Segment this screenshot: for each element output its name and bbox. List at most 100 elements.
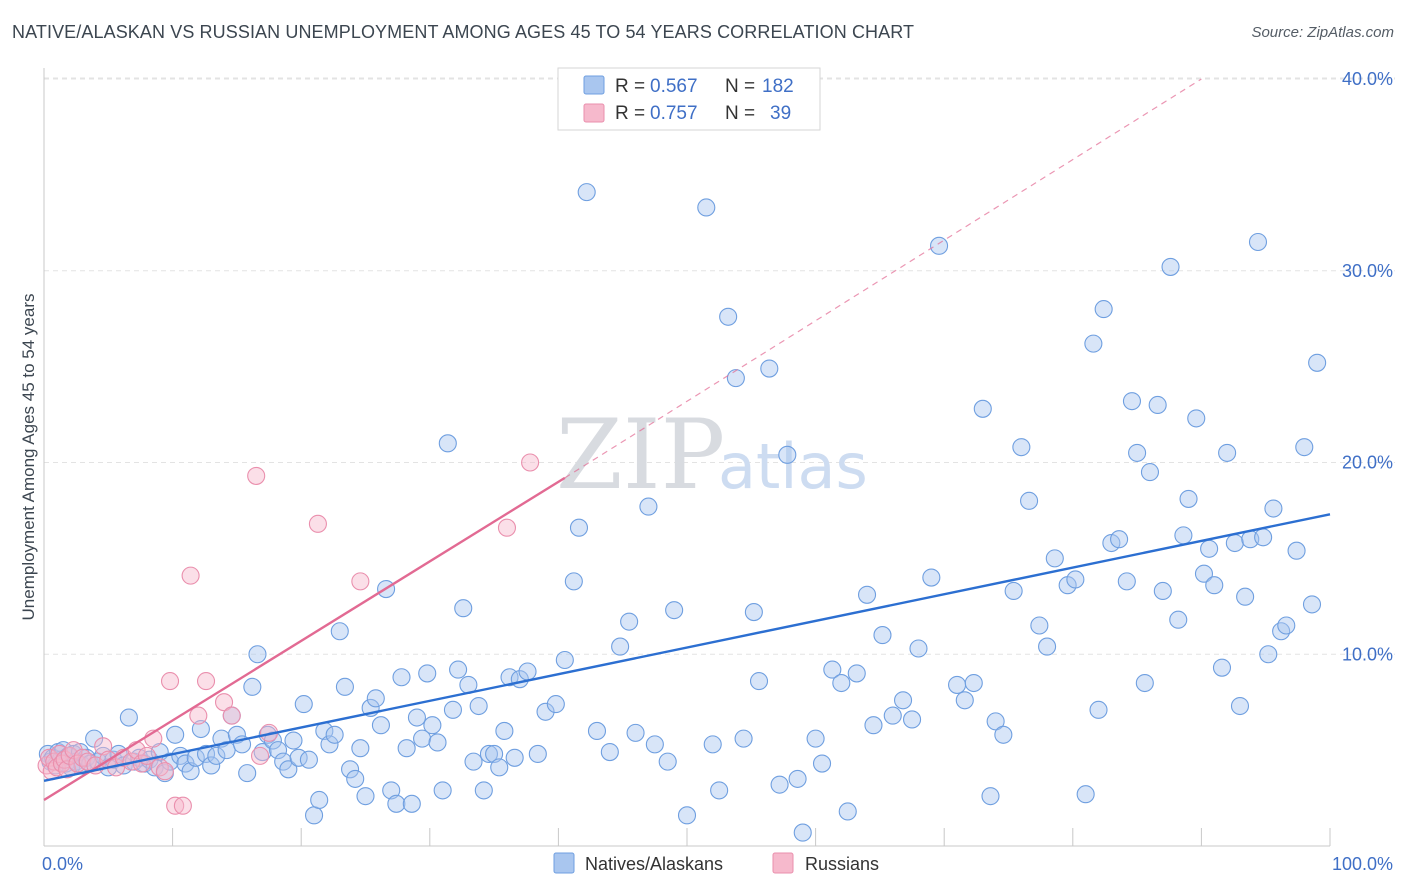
natives-point (382, 781, 401, 800)
natives-point (356, 787, 375, 806)
natives-point (1277, 616, 1296, 635)
natives-point (310, 790, 329, 810)
legend-r-value-russians: 0.757 (650, 103, 698, 124)
legend-n-value-russians: 39 (770, 103, 791, 124)
russians-points (37, 453, 540, 815)
russians-point (173, 796, 192, 815)
natives-point (366, 689, 385, 708)
natives-point (812, 754, 832, 773)
natives-point (279, 760, 298, 779)
natives-point (1169, 610, 1188, 629)
natives-point (864, 716, 883, 735)
natives-point (611, 637, 630, 656)
natives-point (1287, 541, 1306, 560)
natives-point (428, 733, 447, 752)
natives-point (413, 729, 432, 748)
natives-point (294, 695, 313, 714)
gridlines (44, 77, 1395, 655)
natives-point (299, 750, 318, 769)
russians-point (250, 746, 270, 765)
natives-point (677, 806, 697, 825)
legend-box: R = 0.567 N = 182 R = 0.757 N = 39 (557, 67, 821, 131)
russians-point (351, 572, 370, 591)
natives-point (770, 775, 789, 794)
natives-point (1230, 696, 1250, 716)
natives-point (1038, 637, 1057, 656)
natives-point (1012, 438, 1031, 457)
x-tick-label-min: 0.0% (42, 854, 83, 874)
natives-point (823, 660, 842, 679)
natives-point (857, 585, 877, 604)
natives-point (973, 399, 992, 418)
natives-point (665, 601, 684, 620)
natives-point (1148, 395, 1167, 415)
natives-point (402, 794, 421, 813)
natives-point (734, 729, 753, 748)
legend-r-value-natives: 0.567 (650, 76, 698, 97)
natives-point (658, 752, 677, 771)
y-tick-labels: 10.0% 20.0% 30.0% 40.0% (1342, 69, 1393, 664)
natives-point (1066, 570, 1085, 589)
y-axis-label: Unemployment Among Ages 45 to 54 years (19, 294, 38, 621)
natives-point (1187, 409, 1206, 428)
natives-point (1076, 785, 1095, 804)
natives-point (1084, 334, 1103, 353)
natives-point (269, 741, 288, 760)
natives-point (479, 744, 499, 764)
legend-swatch-russians (583, 103, 605, 123)
natives-point (955, 691, 974, 710)
natives-point (1161, 257, 1180, 276)
natives-point (1117, 572, 1136, 591)
natives-point (387, 794, 406, 813)
source-label: Source: ZipAtlas.com (1251, 24, 1394, 41)
natives-point (883, 706, 902, 725)
natives-point (639, 497, 658, 516)
russians-point (196, 672, 216, 691)
natives-point (902, 710, 922, 729)
natives-point (433, 781, 452, 800)
natives-point (645, 735, 664, 754)
russians-point (247, 466, 266, 485)
natives-point (1236, 587, 1255, 606)
natives-point (569, 518, 589, 537)
natives-point (793, 823, 812, 842)
natives-point (788, 769, 807, 788)
russians-point (222, 706, 241, 725)
natives-point (1259, 645, 1278, 664)
natives-point (778, 445, 797, 464)
natives-point (1295, 438, 1314, 457)
natives-point (346, 769, 365, 788)
natives-point (749, 672, 769, 691)
natives-point (587, 721, 607, 741)
y-tick-label: 20.0% (1342, 453, 1393, 473)
natives-point (474, 781, 493, 800)
natives-trend-line (43, 513, 1331, 782)
natives-point (1140, 463, 1160, 482)
natives-point (964, 673, 983, 693)
natives-point (994, 725, 1013, 744)
natives-point (464, 752, 483, 771)
natives-point (564, 572, 583, 591)
natives-point (469, 696, 488, 716)
natives-point (986, 712, 1005, 731)
natives-point (1200, 539, 1219, 558)
russians-point (214, 693, 234, 712)
russians-point (181, 566, 200, 585)
natives-point (744, 603, 763, 622)
natives-point (1272, 622, 1291, 641)
natives-point (697, 198, 716, 217)
watermark-zip: ZIP (556, 399, 725, 511)
natives-point (495, 721, 514, 741)
bottom-legend-label-natives: Natives/Alaskans (585, 854, 723, 874)
natives-point (449, 660, 468, 679)
y-tick-label: 10.0% (1342, 644, 1393, 664)
natives-point (626, 723, 645, 742)
natives-point (1308, 353, 1327, 372)
natives-point (536, 702, 555, 721)
natives-point (330, 622, 349, 641)
natives-point (518, 662, 537, 681)
russians-point (166, 796, 185, 815)
russians-point (160, 672, 180, 691)
russians-point (94, 737, 113, 756)
